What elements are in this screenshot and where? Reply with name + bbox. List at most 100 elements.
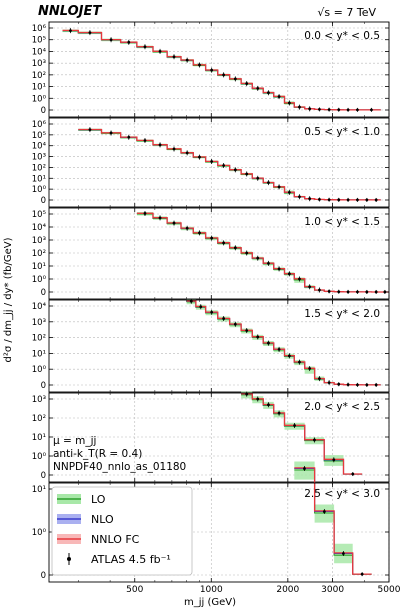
x-axis: 500 1000 2000 3000 5000 — [126, 585, 401, 595]
data-point — [374, 198, 378, 202]
panel-label: 2.0 < y* < 2.5 — [304, 401, 380, 413]
data-point — [277, 347, 281, 351]
x-tick-label: 5000 — [378, 585, 401, 595]
data-point — [256, 397, 260, 401]
data-point — [337, 382, 341, 386]
y-tick-label: 10⁶ — [32, 24, 47, 34]
data-point — [267, 181, 270, 185]
data-point — [277, 185, 281, 189]
data-point — [287, 354, 291, 358]
y-tick-label: 10⁰ — [32, 275, 47, 285]
y-tick-label: 0 — [41, 106, 46, 116]
data-point — [172, 147, 176, 151]
data-point — [287, 191, 291, 194]
data-point — [327, 198, 331, 202]
y-tick-label: 10⁶ — [32, 120, 47, 130]
y-tick-label: 0 — [41, 196, 46, 206]
data-point — [277, 267, 281, 271]
y-tick-label: 10¹ — [32, 174, 46, 184]
data-point — [308, 367, 312, 370]
legend-box — [51, 486, 193, 576]
annotation: anti-k_T(R = 0.4) — [53, 448, 142, 460]
data-point — [256, 256, 260, 260]
legend-label: NLO — [91, 513, 114, 526]
data-point — [356, 383, 359, 387]
data-point — [346, 108, 350, 112]
y-tick-label: 10³ — [32, 318, 46, 328]
data-point — [210, 68, 214, 72]
data-point — [298, 360, 301, 364]
data-point — [318, 288, 321, 292]
data-point — [256, 335, 260, 339]
panel-label: 0.5 < y* < 1.0 — [304, 126, 380, 138]
data-point — [233, 246, 237, 250]
data-point — [346, 383, 350, 387]
data-point — [245, 172, 249, 176]
data-point — [109, 38, 113, 42]
data-point — [308, 285, 312, 289]
data-point — [172, 55, 176, 59]
y-tick-label: 10⁴ — [32, 302, 47, 312]
data-point — [158, 216, 162, 220]
data-point — [185, 226, 189, 230]
y-tick-label: 10² — [32, 334, 46, 344]
data-point — [318, 377, 321, 381]
data-point — [222, 241, 226, 245]
data-point — [356, 108, 359, 112]
y-tick-label: 10⁰ — [32, 452, 47, 462]
data-point — [198, 231, 201, 235]
data-point — [360, 572, 364, 576]
panel-frame — [48, 117, 390, 208]
y-tick-label: 10³ — [32, 395, 46, 405]
y-tick-label: 10⁰ — [32, 528, 47, 538]
nnlo-line — [186, 300, 381, 386]
y-tick-label: 10¹ — [32, 262, 46, 272]
data-point — [327, 289, 331, 293]
nnlo-line — [78, 128, 381, 201]
panel-label: 2.5 < y* < 3.0 — [304, 488, 380, 500]
data-point — [365, 290, 369, 294]
data-point — [267, 403, 270, 407]
data-point — [256, 176, 260, 180]
data-point — [143, 139, 147, 142]
data-point — [233, 77, 237, 81]
data-point — [256, 86, 260, 90]
panel-frame — [48, 207, 390, 300]
data-point — [210, 236, 214, 240]
panel-grid — [49, 300, 390, 392]
y-tick-label: 10² — [32, 249, 46, 259]
data-point — [277, 95, 281, 98]
data-point — [332, 458, 336, 462]
nnlo-line — [62, 29, 381, 111]
data-point — [210, 160, 214, 163]
data-point — [337, 108, 341, 112]
x-tick-label: 500 — [126, 585, 143, 595]
data-point — [267, 261, 270, 265]
x-tick-label: 2000 — [276, 585, 299, 595]
panel-3: 0 10⁰ 10¹ 10² 10³ 10⁴ 1.5 < y* < 2.0 — [32, 298, 390, 393]
brand-title: NNLOJET — [38, 4, 102, 19]
data-point — [341, 552, 345, 555]
y-tick-label: 10⁴ — [32, 142, 47, 152]
x-axis-label: m_jj (GeV) — [184, 597, 236, 608]
y-tick-label: 10¹ — [32, 485, 46, 495]
data-point — [370, 108, 373, 112]
nnlo-line — [136, 212, 389, 293]
data-point — [374, 383, 378, 387]
legend: LO NLO NNLO FC ATLAS 4.5 fb⁻¹ — [51, 486, 193, 576]
data-point — [198, 63, 201, 67]
data-point — [158, 50, 162, 53]
data-point — [313, 438, 316, 442]
y-tick-label: 10³ — [32, 59, 46, 69]
y-tick-label: 10⁴ — [32, 47, 47, 57]
data-point — [210, 310, 214, 314]
panel-frame — [48, 21, 390, 118]
data-point — [222, 164, 226, 167]
data-point — [277, 411, 281, 415]
data-point — [109, 131, 113, 135]
data-point — [356, 290, 359, 294]
